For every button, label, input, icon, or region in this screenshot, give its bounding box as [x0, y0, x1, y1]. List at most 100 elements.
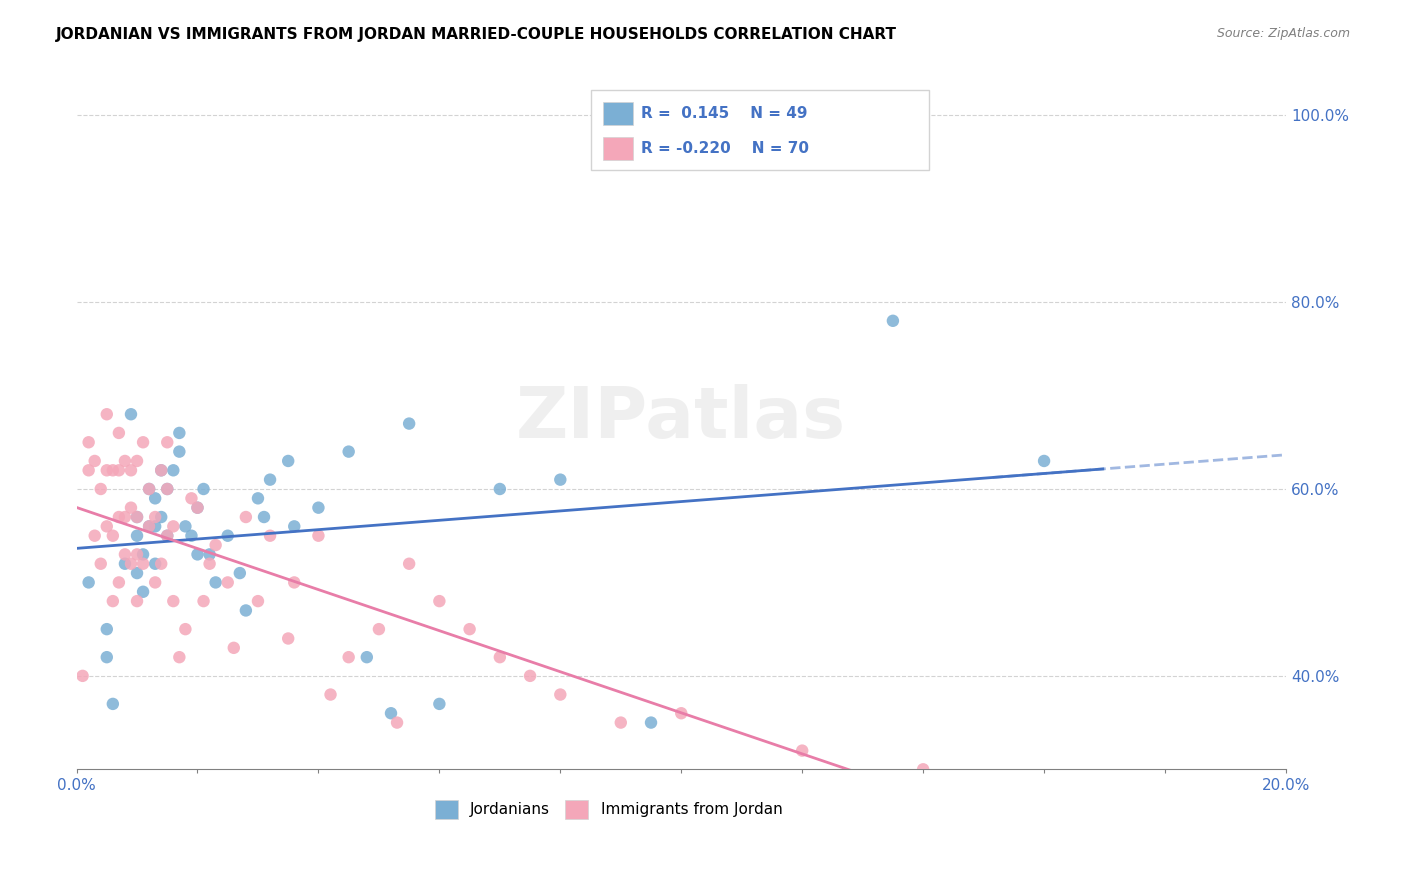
Point — [101, 594, 124, 608]
Point — [253, 510, 276, 524]
Point — [283, 575, 305, 590]
Point — [429, 594, 451, 608]
Point — [259, 473, 281, 487]
Point — [125, 454, 148, 468]
Point — [307, 529, 329, 543]
Point — [671, 706, 693, 721]
Point — [132, 584, 155, 599]
Point — [132, 548, 155, 562]
Text: ZIPatlas: ZIPatlas — [516, 384, 846, 453]
Point — [174, 622, 197, 636]
Point — [429, 697, 451, 711]
Point — [125, 594, 148, 608]
Point — [143, 491, 166, 506]
Point — [222, 640, 245, 655]
Point — [912, 762, 935, 776]
Point — [101, 463, 124, 477]
Point — [398, 417, 420, 431]
Point — [193, 594, 215, 608]
Legend: Jordanians, Immigrants from Jordan: Jordanians, Immigrants from Jordan — [429, 794, 789, 825]
Point — [125, 510, 148, 524]
Point — [108, 463, 131, 477]
Text: JORDANIAN VS IMMIGRANTS FROM JORDAN MARRIED-COUPLE HOUSEHOLDS CORRELATION CHART: JORDANIAN VS IMMIGRANTS FROM JORDAN MARR… — [56, 27, 897, 42]
Point — [101, 529, 124, 543]
Point — [246, 491, 269, 506]
Point — [337, 444, 360, 458]
Point — [96, 519, 118, 533]
Point — [174, 519, 197, 533]
Point — [138, 519, 160, 533]
Point — [489, 650, 512, 665]
Point — [385, 715, 408, 730]
Point — [156, 529, 179, 543]
Point — [337, 650, 360, 665]
Point — [143, 575, 166, 590]
Point — [132, 557, 155, 571]
Point — [96, 407, 118, 421]
Point — [156, 435, 179, 450]
Point — [77, 435, 100, 450]
FancyBboxPatch shape — [603, 137, 633, 160]
Point — [125, 529, 148, 543]
Point — [114, 557, 136, 571]
Point — [150, 557, 173, 571]
Point — [277, 454, 299, 468]
Point — [150, 463, 173, 477]
Point — [169, 650, 191, 665]
Point — [125, 566, 148, 580]
Point — [90, 557, 112, 571]
Point — [1033, 454, 1056, 468]
Point — [138, 482, 160, 496]
Point — [108, 575, 131, 590]
Point — [156, 529, 179, 543]
Point — [489, 482, 512, 496]
Point — [186, 500, 208, 515]
Point — [162, 594, 184, 608]
Point — [792, 743, 814, 757]
Text: Source: ZipAtlas.com: Source: ZipAtlas.com — [1216, 27, 1350, 40]
Point — [882, 314, 904, 328]
Point — [96, 622, 118, 636]
Point — [132, 435, 155, 450]
Point — [125, 548, 148, 562]
Point — [380, 706, 402, 721]
Point — [156, 482, 179, 496]
Point — [204, 538, 226, 552]
Point — [1063, 780, 1085, 795]
Point — [180, 491, 202, 506]
Point — [307, 500, 329, 515]
Point — [120, 407, 142, 421]
Point — [550, 473, 572, 487]
Point — [356, 650, 378, 665]
Point — [143, 510, 166, 524]
Point — [72, 669, 94, 683]
Point — [458, 622, 481, 636]
Point — [96, 463, 118, 477]
Point — [277, 632, 299, 646]
Point — [550, 688, 572, 702]
Point — [90, 482, 112, 496]
Point — [101, 697, 124, 711]
Point — [77, 463, 100, 477]
FancyBboxPatch shape — [603, 103, 633, 125]
Point — [610, 715, 633, 730]
Point — [150, 463, 173, 477]
Point — [193, 482, 215, 496]
Point — [96, 650, 118, 665]
Point — [108, 425, 131, 440]
Point — [120, 500, 142, 515]
Point — [138, 519, 160, 533]
Point — [235, 603, 257, 617]
Point — [217, 529, 239, 543]
Point — [319, 688, 342, 702]
Point — [217, 575, 239, 590]
Point — [186, 500, 208, 515]
Point — [162, 463, 184, 477]
Text: R =  0.145    N = 49: R = 0.145 N = 49 — [641, 106, 808, 121]
Point — [143, 519, 166, 533]
Text: R = -0.220    N = 70: R = -0.220 N = 70 — [641, 141, 810, 156]
Point — [640, 715, 662, 730]
Point — [283, 519, 305, 533]
Point — [77, 575, 100, 590]
Point — [229, 566, 252, 580]
